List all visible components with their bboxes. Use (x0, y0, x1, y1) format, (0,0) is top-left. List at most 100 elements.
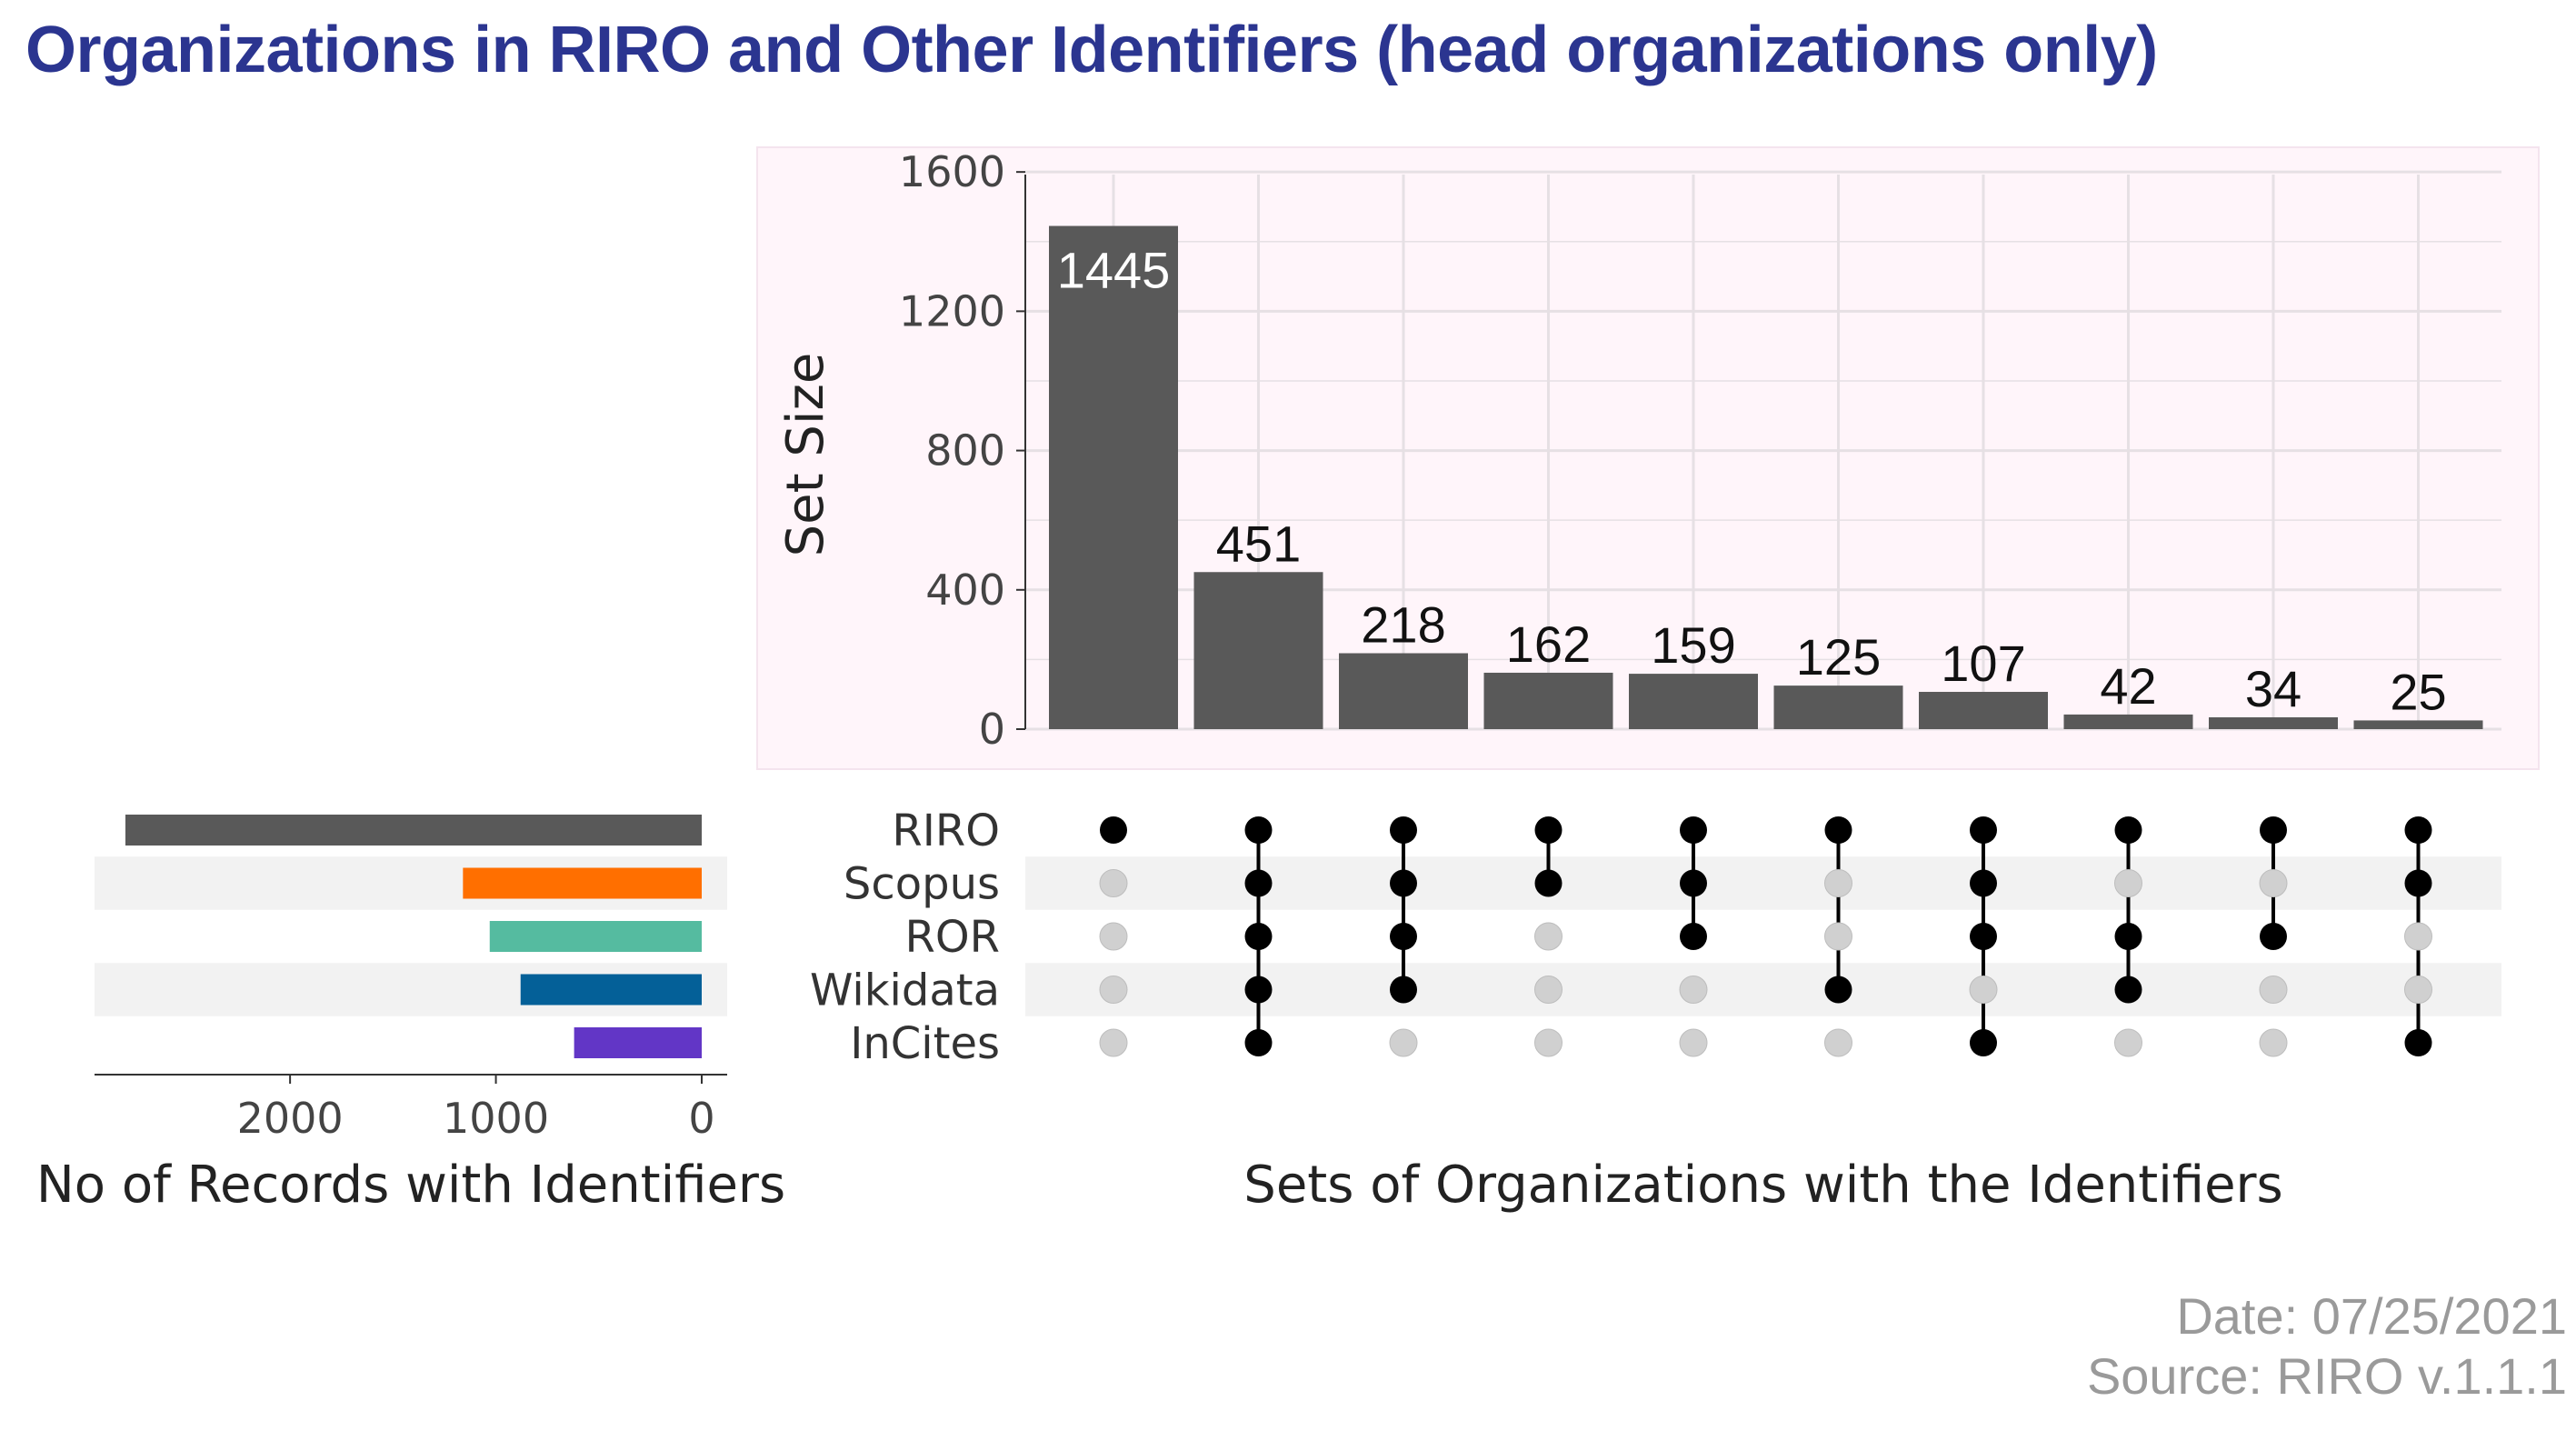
chart-title: Organizations in RIRO and Other Identifi… (25, 14, 2158, 86)
matrix-dot-inactive (1534, 1028, 1563, 1057)
intersection-bar (1483, 672, 1613, 729)
matrix-dot-active (1390, 816, 1417, 844)
set-axis-tick-label: 2000 (237, 1094, 344, 1143)
intersection-bar (2353, 720, 2483, 729)
matrix-dot-active (1824, 816, 1852, 844)
set-size-bar (574, 1027, 702, 1058)
matrix-dot-active (2114, 816, 2142, 844)
matrix-dot-active (1534, 869, 1563, 897)
matrix-dot-active (1244, 869, 1273, 897)
matrix-dot-inactive (1099, 1028, 1128, 1057)
bar-labels: 1445 451 218 162 159 125 107 42 34 25 (1057, 242, 2447, 721)
matrix-dot-active (1244, 923, 1273, 950)
matrix-dot-active (1100, 816, 1127, 844)
matrix-dot-active (1390, 923, 1417, 950)
intersection-bar (1919, 692, 2048, 729)
bar-value-label: 218 (1361, 595, 1445, 653)
matrix-dot-inactive (1389, 1028, 1418, 1057)
bar-value-label: 42 (2100, 657, 2156, 715)
x-axis-title-sets: No of Records with Identifiers (36, 1156, 785, 1215)
matrix-dot-inactive (1824, 869, 1852, 897)
bar-value-label: 451 (1216, 515, 1301, 572)
intersection-bar (1193, 572, 1323, 729)
matrix-dot-inactive (1099, 922, 1128, 951)
matrix-dot-active (2114, 923, 2142, 950)
bar-value-label: 159 (1651, 616, 1735, 674)
x-axis-title-intersections: Sets of Organizations with the Identifie… (1243, 1156, 2282, 1215)
footer: Date: 07/25/2021 Source: RIRO v.1.1.1 (2087, 1286, 2567, 1406)
matrix-dot-inactive (2404, 922, 2432, 951)
set-size-bar (463, 867, 702, 899)
matrix-dot-inactive (1679, 976, 1708, 1004)
matrix-dot-active (1244, 1029, 1273, 1056)
set-axis-tick-label: 0 (688, 1094, 714, 1143)
bar-value-label: 34 (2245, 660, 2301, 717)
matrix-dot-active (1970, 923, 1997, 950)
set-name-label: InCites (850, 1018, 1000, 1069)
intersection-bar (1773, 685, 1903, 729)
matrix-dot-inactive (1969, 976, 1998, 1004)
intersection-bar (1049, 225, 1178, 729)
matrix-dot-active (2114, 976, 2142, 1004)
footer-date: Date: 07/25/2021 (2176, 1287, 2567, 1345)
matrix-dot-active (1244, 816, 1273, 844)
matrix-dot-inactive (1824, 1028, 1852, 1057)
membership-matrix (1099, 816, 2432, 1057)
matrix-dot-inactive (1534, 976, 1563, 1004)
bar-value-label: 162 (1506, 615, 1591, 673)
matrix-dot-inactive (1534, 922, 1563, 951)
matrix-dot-inactive (2114, 869, 2142, 897)
matrix-dot-active (1824, 976, 1852, 1004)
bar-value-label: 25 (2390, 663, 2446, 720)
matrix-dot-active (1680, 923, 1707, 950)
set-size-axis: 2000 1000 0 (95, 1074, 727, 1143)
matrix-dot-active (2260, 923, 2287, 950)
grid (1025, 170, 2501, 731)
set-size-bar (489, 921, 702, 952)
matrix-dot-active (1390, 976, 1417, 1004)
y-tick-label: 1200 (899, 286, 1005, 335)
matrix-dot-active (2260, 816, 2287, 844)
matrix-dot-active (1680, 869, 1707, 897)
matrix-dot-active (1970, 816, 1997, 844)
set-name-label: ROR (905, 912, 1000, 963)
intersection-bar (1339, 653, 1468, 729)
matrix-dot-active (2404, 816, 2432, 844)
matrix-dot-active (2404, 869, 2432, 897)
intersection-bars (1049, 225, 2483, 729)
y-axis: 0 400 800 1200 1600 (899, 147, 1026, 754)
bar-value-label: 125 (1796, 628, 1881, 685)
y-axis-title: Set Size (776, 353, 835, 557)
set-size-bars (125, 815, 703, 1058)
set-size-bar (520, 974, 702, 1006)
matrix-dot-active (1390, 869, 1417, 897)
set-name-label: RIRO (892, 806, 1000, 856)
matrix-dot-inactive (1099, 869, 1128, 897)
matrix-dot-inactive (2404, 976, 2432, 1004)
matrix-dot-inactive (2259, 869, 2288, 897)
intersection-bar (2209, 716, 2338, 729)
set-name-label: Scopus (844, 859, 1000, 910)
matrix-dot-inactive (2259, 1028, 2288, 1057)
matrix-dot-active (1970, 869, 1997, 897)
footer-source: Source: RIRO v.1.1.1 (2086, 1347, 2567, 1405)
matrix-dot-active (2404, 1029, 2432, 1056)
bar-value-label: 107 (1941, 635, 2025, 692)
bar-value-label: 1445 (1057, 242, 1171, 299)
matrix-dot-inactive (2259, 976, 2288, 1004)
matrix-dot-inactive (2114, 1028, 2142, 1057)
matrix-dot-inactive (1824, 922, 1852, 951)
y-tick-label: 1600 (899, 147, 1005, 196)
matrix-dot-active (1680, 816, 1707, 844)
matrix-dot-active (1970, 1029, 1997, 1056)
y-tick-label: 400 (925, 565, 1005, 615)
matrix-dot-inactive (1679, 1028, 1708, 1057)
matrix-dot-inactive (1099, 976, 1128, 1004)
set-axis-tick-label: 1000 (443, 1094, 549, 1143)
matrix-dot-active (1534, 816, 1563, 844)
set-size-bar (125, 815, 703, 846)
y-tick-label: 0 (979, 705, 1005, 754)
y-tick-label: 800 (925, 426, 1005, 475)
